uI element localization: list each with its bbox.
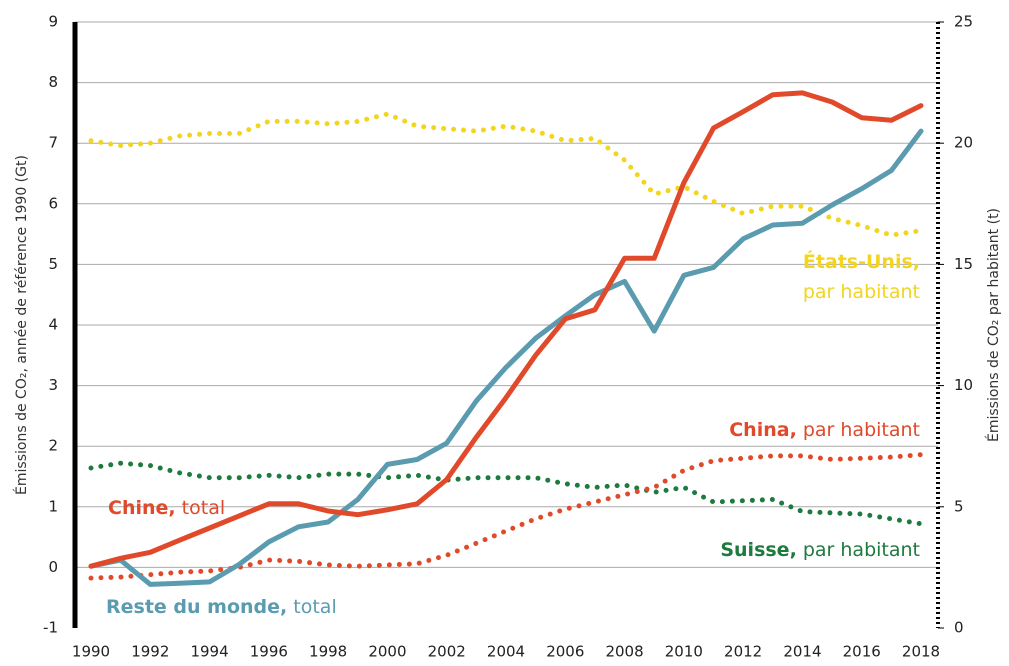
series-label-bold: Chine, xyxy=(108,497,176,519)
series-line xyxy=(88,460,924,527)
x-tick-label: 2016 xyxy=(843,643,881,661)
y2-tick-label: 10 xyxy=(954,376,973,394)
x-tick-label: 2004 xyxy=(487,643,525,661)
y-tick-label: 9 xyxy=(48,13,58,31)
x-tick-label: 1996 xyxy=(250,643,288,661)
series-label: China, par habitant xyxy=(729,419,920,441)
series-label-bold: China, xyxy=(729,419,797,441)
y2-tick-label: 20 xyxy=(954,134,973,152)
y-tick-label: 1 xyxy=(48,497,58,515)
y-tick-label: 0 xyxy=(48,558,58,576)
series-label-rest: total xyxy=(287,596,337,618)
series-label: Suisse, par habitant xyxy=(720,539,920,561)
series-label-rest: par habitant xyxy=(803,281,920,303)
series-label: États-Unis, par habitant xyxy=(803,250,920,303)
series-label-rest: total xyxy=(176,497,226,519)
x-tick-label: 2002 xyxy=(428,643,466,661)
x-tick-label: 1994 xyxy=(190,643,228,661)
x-tick-label: 2008 xyxy=(605,643,643,661)
y2-axis-title: Émissions de CO₂ par habitant (t) xyxy=(985,208,1002,442)
x-tick-label: 1990 xyxy=(72,643,110,661)
x-tick-label: 1998 xyxy=(309,643,347,661)
series-label-rest: par habitant xyxy=(797,419,920,441)
series-line xyxy=(88,111,924,238)
x-tick-label: 2014 xyxy=(783,643,821,661)
y-tick-label: 3 xyxy=(48,376,58,394)
y-tick-label: 5 xyxy=(48,255,58,273)
y-axis-title: Émissions de CO₂, année de référence 199… xyxy=(13,155,30,495)
x-tick-label: 2018 xyxy=(902,643,940,661)
x-tick-label: 2010 xyxy=(665,643,703,661)
series-label-rest: par habitant xyxy=(797,539,920,561)
y-tick-label: 6 xyxy=(48,194,58,212)
y2-tick-label: 0 xyxy=(954,619,964,637)
series-label-bold: Reste du monde, xyxy=(106,596,287,618)
series-label-bold: États-Unis, xyxy=(803,250,920,273)
series-label-bold: Suisse, xyxy=(720,539,796,561)
x-tick-label: 2006 xyxy=(546,643,584,661)
y-tick-label: 2 xyxy=(48,437,58,455)
x-tick-label: 2012 xyxy=(724,643,762,661)
series-line xyxy=(88,90,924,569)
x-tick-label: 2000 xyxy=(368,643,406,661)
y-tick-label: 8 xyxy=(48,73,58,91)
y-tick-label: 7 xyxy=(48,134,58,152)
x-tick-label: 1992 xyxy=(131,643,169,661)
series-label: Chine, total xyxy=(108,497,225,519)
y2-tick-label: 25 xyxy=(954,13,973,31)
y2-tick-label: 5 xyxy=(954,497,964,515)
y-tick-label: -1 xyxy=(43,619,58,637)
y2-tick-label: 15 xyxy=(954,255,973,273)
series-label: Reste du monde, total xyxy=(106,596,337,618)
y-tick-label: 4 xyxy=(48,316,58,334)
series-line xyxy=(88,128,924,587)
